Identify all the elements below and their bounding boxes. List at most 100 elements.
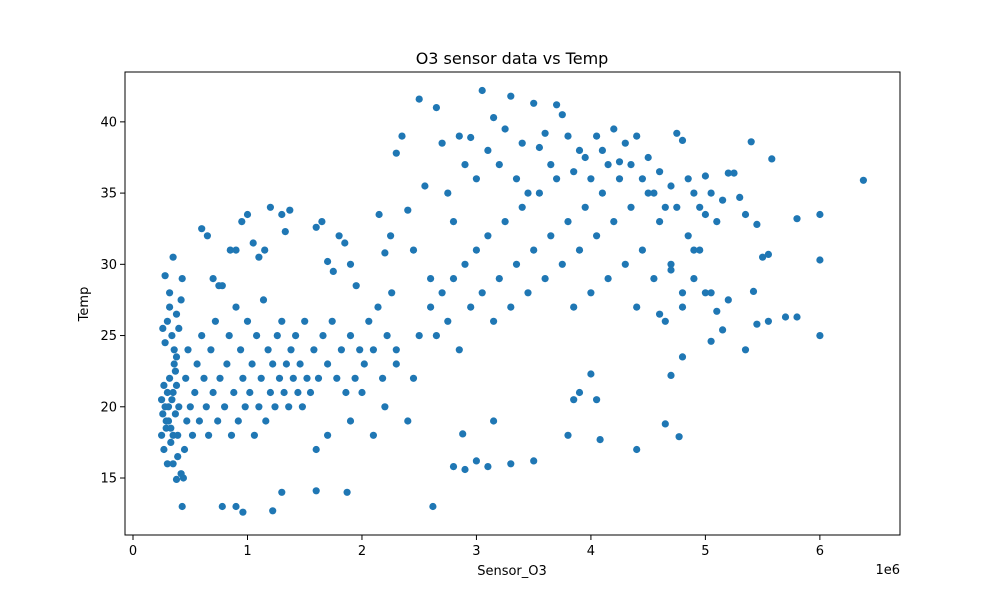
data-point xyxy=(262,417,270,425)
data-point xyxy=(392,346,400,354)
data-point xyxy=(547,232,555,240)
x-axis-title: Sensor_O3 xyxy=(477,564,547,579)
data-point xyxy=(178,275,186,283)
data-point xyxy=(661,317,669,325)
data-point xyxy=(459,430,467,438)
data-point xyxy=(264,346,272,354)
data-point xyxy=(303,374,311,382)
data-point xyxy=(564,132,572,140)
data-point xyxy=(238,218,246,226)
data-point xyxy=(518,139,526,147)
data-point xyxy=(484,146,492,154)
data-point xyxy=(166,303,174,311)
data-point xyxy=(678,136,687,144)
data-point xyxy=(759,253,767,261)
data-point xyxy=(816,332,824,340)
data-point xyxy=(656,218,664,226)
data-point xyxy=(753,320,761,328)
data-point xyxy=(248,360,256,368)
data-point xyxy=(449,463,458,471)
data-point xyxy=(374,303,382,311)
data-point xyxy=(409,246,418,254)
data-point xyxy=(351,374,359,382)
y-tick-label: 35 xyxy=(100,187,117,202)
data-point xyxy=(161,339,169,347)
data-point xyxy=(369,346,377,354)
data-point xyxy=(429,502,437,511)
data-point xyxy=(160,445,168,454)
data-point xyxy=(696,246,704,254)
data-point xyxy=(661,420,669,428)
data-point xyxy=(358,388,366,397)
x-tick-label: 1 xyxy=(243,544,251,559)
data-point xyxy=(198,332,206,340)
data-point xyxy=(163,460,171,468)
data-point xyxy=(690,189,698,197)
data-point xyxy=(169,460,177,468)
data-point xyxy=(553,101,561,109)
data-point xyxy=(724,169,732,177)
data-point xyxy=(214,417,222,425)
data-point xyxy=(352,282,360,290)
data-point xyxy=(524,289,532,297)
data-point xyxy=(179,474,187,482)
data-point xyxy=(713,307,721,315)
data-point xyxy=(701,172,710,180)
data-point xyxy=(530,246,538,254)
data-point xyxy=(167,424,175,432)
data-point xyxy=(427,275,435,283)
data-point xyxy=(341,239,349,247)
data-point xyxy=(188,431,197,439)
data-point xyxy=(287,346,295,354)
data-point xyxy=(216,374,224,382)
data-point xyxy=(230,388,238,397)
data-point xyxy=(675,433,683,441)
data-point xyxy=(259,296,268,304)
x-tick-label: 6 xyxy=(816,544,824,559)
data-point xyxy=(656,310,664,318)
data-point xyxy=(342,388,350,397)
data-point xyxy=(570,396,578,404)
data-point xyxy=(512,175,521,183)
data-point xyxy=(202,403,210,411)
data-point xyxy=(360,360,368,368)
data-point xyxy=(535,143,544,152)
data-point xyxy=(449,218,458,226)
data-point xyxy=(250,431,258,439)
data-point xyxy=(269,360,277,368)
data-point xyxy=(246,388,254,397)
data-point xyxy=(168,396,176,404)
data-point xyxy=(719,326,727,334)
data-point xyxy=(335,232,343,240)
data-point xyxy=(467,133,475,142)
data-point xyxy=(564,431,572,439)
data-point xyxy=(484,232,492,240)
data-point xyxy=(324,431,332,439)
data-point xyxy=(271,403,279,411)
data-point xyxy=(177,296,185,304)
data-point xyxy=(587,370,595,378)
data-point xyxy=(314,374,323,382)
data-point xyxy=(280,388,288,397)
data-point xyxy=(816,256,824,264)
data-point xyxy=(168,332,176,340)
data-point xyxy=(587,175,595,183)
data-point xyxy=(530,457,538,465)
data-point xyxy=(375,210,383,219)
data-point xyxy=(160,381,168,389)
x-tick-label: 5 xyxy=(701,544,709,559)
data-point xyxy=(285,403,293,411)
data-point xyxy=(633,445,641,454)
data-point xyxy=(209,388,217,397)
data-point xyxy=(615,175,624,183)
y-tick-label: 20 xyxy=(100,400,117,415)
data-point xyxy=(627,161,635,169)
data-point xyxy=(501,125,509,133)
data-point xyxy=(570,303,578,311)
data-point xyxy=(701,210,710,219)
data-point xyxy=(232,246,240,254)
data-point xyxy=(638,246,647,254)
data-point xyxy=(575,246,584,254)
